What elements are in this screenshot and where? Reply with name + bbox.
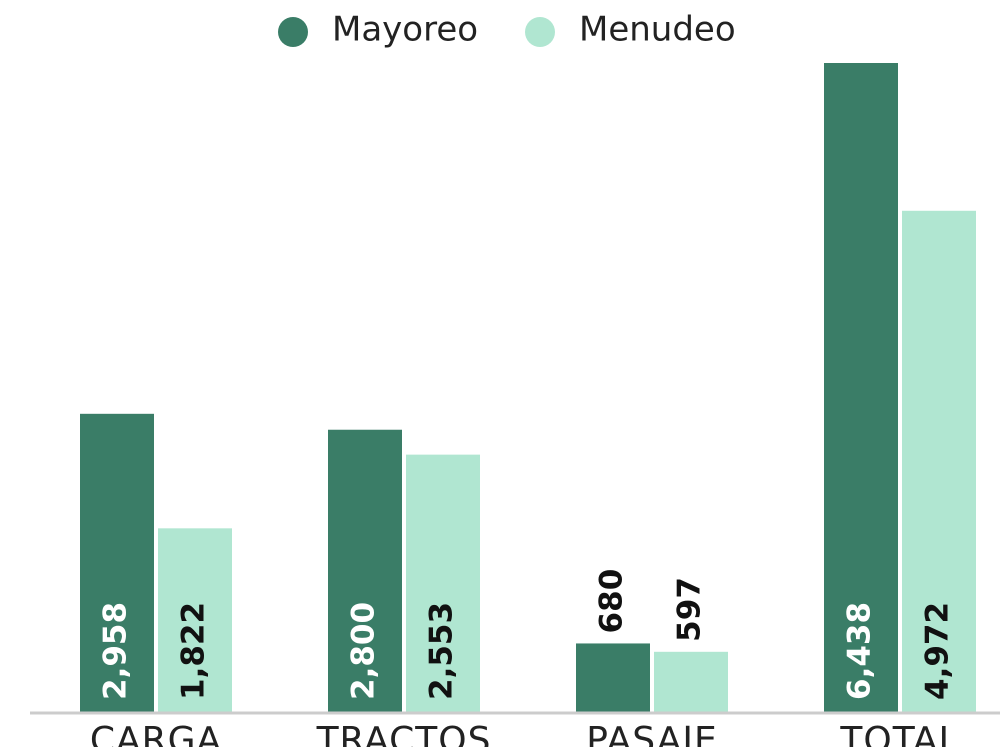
bar xyxy=(902,210,976,712)
legend-swatch xyxy=(278,17,308,47)
bar xyxy=(576,643,650,712)
value-label: 2,800 xyxy=(346,602,382,700)
value-label: 2,553 xyxy=(424,602,460,700)
legend-swatch xyxy=(525,17,555,47)
value-label: 4,972 xyxy=(920,602,956,700)
bar xyxy=(406,454,480,712)
value-label: 2,958 xyxy=(98,602,134,700)
x-tick-label: PASAJE xyxy=(586,720,718,747)
bar xyxy=(654,651,728,712)
bar xyxy=(80,413,154,712)
value-label: 6,438 xyxy=(842,602,878,700)
x-tick-label: TOTAL xyxy=(839,720,959,747)
bar xyxy=(158,528,232,712)
x-tick-label: CARGA xyxy=(90,720,222,747)
bar xyxy=(328,429,402,712)
value-label: 1,822 xyxy=(176,602,212,700)
legend-label: Mayoreo xyxy=(332,10,478,50)
value-label: 680 xyxy=(594,569,630,634)
bar xyxy=(824,63,898,712)
x-tick-label: TRACTOS xyxy=(316,720,492,747)
legend-label: Menudeo xyxy=(579,10,736,50)
value-label: 597 xyxy=(672,577,708,642)
